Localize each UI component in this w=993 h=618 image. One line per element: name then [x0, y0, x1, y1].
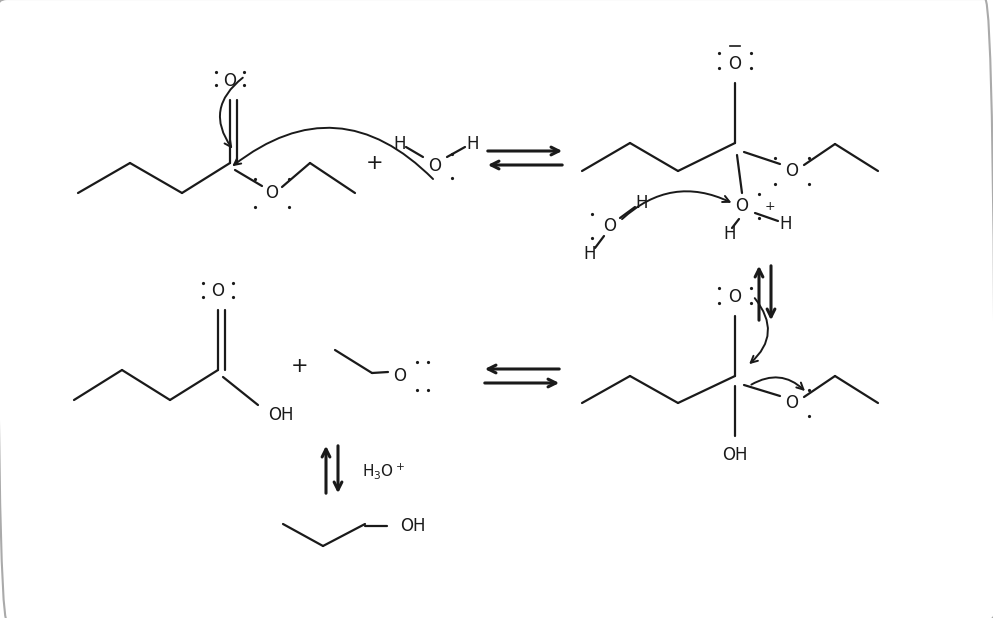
- Text: H: H: [584, 245, 596, 263]
- Text: +: +: [291, 356, 309, 376]
- Text: O: O: [604, 217, 617, 235]
- Text: O: O: [265, 184, 278, 202]
- Text: O: O: [785, 394, 798, 412]
- Text: H$_3$O$^+$: H$_3$O$^+$: [362, 461, 405, 481]
- Text: OH: OH: [400, 517, 426, 535]
- Text: OH: OH: [268, 406, 294, 424]
- Text: +: +: [366, 153, 384, 173]
- Text: H: H: [394, 135, 406, 153]
- Text: O: O: [729, 288, 742, 306]
- Text: O: O: [223, 72, 236, 90]
- Text: +: +: [765, 200, 776, 213]
- Text: O: O: [212, 282, 224, 300]
- Text: O: O: [785, 162, 798, 180]
- Text: H: H: [467, 135, 480, 153]
- Text: O: O: [729, 55, 742, 73]
- Text: OH: OH: [722, 446, 748, 464]
- Text: O: O: [429, 157, 442, 175]
- Text: O: O: [393, 367, 406, 385]
- Text: H: H: [780, 215, 792, 233]
- Text: H: H: [636, 194, 648, 212]
- Text: H: H: [724, 225, 736, 243]
- Text: O: O: [736, 197, 749, 215]
